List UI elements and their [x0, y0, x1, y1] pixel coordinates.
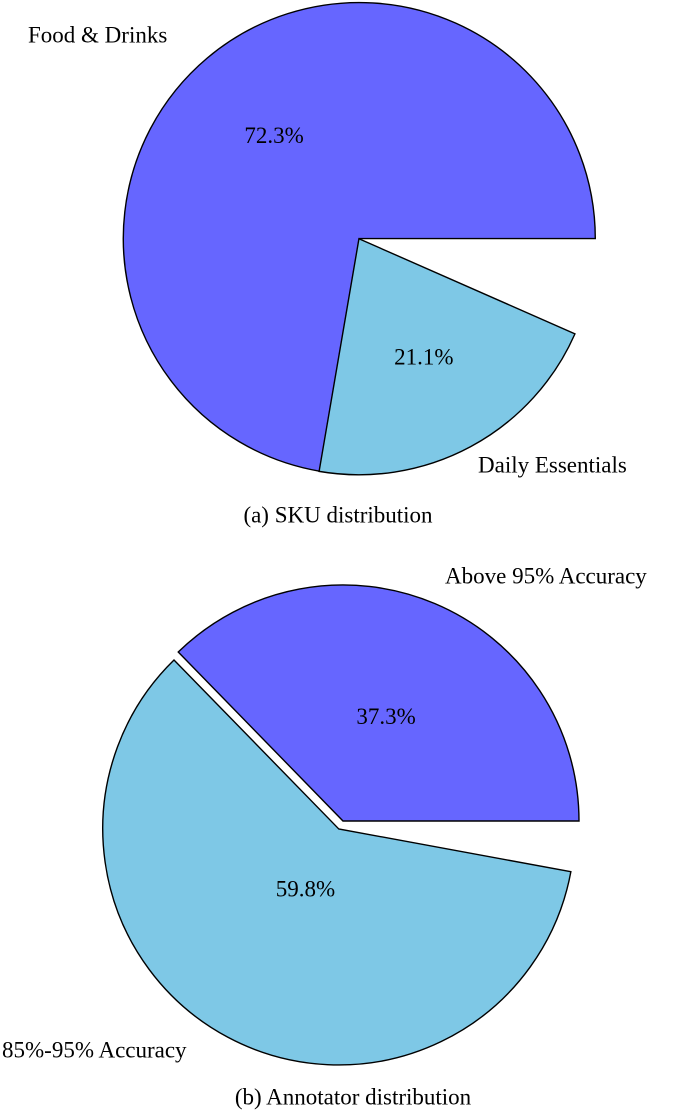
category-label-above-95-accuracy: Above 95% Accuracy — [445, 563, 647, 588]
category-label-daily-essentials: Daily Essentials — [478, 452, 627, 477]
slice-food-drinks — [122, 1, 596, 472]
pie-chart-sku: 72.3% 21.1% Food & Drinks Daily Essentia… — [28, 1, 627, 527]
slice-85-95-accuracy — [102, 658, 572, 1066]
value-label-food-drinks: 72.3% — [244, 123, 303, 148]
slice-daily-essentials — [318, 237, 576, 476]
slice-above-95-accuracy — [177, 584, 580, 822]
value-label-85-95-accuracy: 59.8% — [276, 877, 335, 902]
category-label-food-drinks: Food & Drinks — [28, 22, 167, 47]
category-label-85-95-accuracy: 85%-95% Accuracy — [2, 1037, 187, 1062]
caption-sku-distribution: (a) SKU distribution — [243, 502, 433, 527]
value-label-daily-essentials: 21.1% — [394, 345, 453, 370]
pie-chart-annotator: 37.3% 59.8% Above 95% Accuracy 85%-95% A… — [2, 563, 647, 1109]
caption-annotator-distribution: (b) Annotator distribution — [235, 1084, 472, 1109]
value-label-above-95-accuracy: 37.3% — [356, 704, 415, 729]
